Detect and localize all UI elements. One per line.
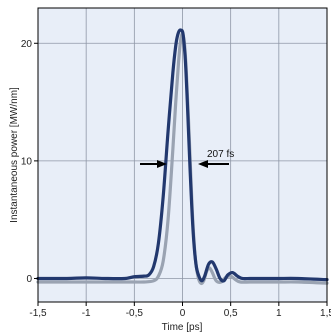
x-tick-label: 0 xyxy=(180,308,186,319)
fwhm-left-arrow-head xyxy=(157,160,167,168)
fwhm-right-arrow-head xyxy=(198,160,208,168)
x-tick-label: -1,5 xyxy=(29,308,47,319)
x-tick-label: 0,5 xyxy=(224,308,238,319)
y-tick-label: 20 xyxy=(21,39,33,50)
y-axis-ticks: 0 10 20 xyxy=(21,39,38,285)
y-axis-title: Instantaneous power [MW/nm] xyxy=(9,87,20,223)
series-line-2 xyxy=(36,28,329,283)
series-layer xyxy=(36,28,329,286)
y-tick-label: 0 xyxy=(26,274,32,285)
grid-lines xyxy=(38,8,327,302)
x-tick-label: -1 xyxy=(82,308,91,319)
x-tick-label: 1,5 xyxy=(320,308,331,319)
x-axis-ticks: -1,5 -1 -0,5 0 0,5 1 1,5 xyxy=(29,302,331,319)
y-tick-label: 10 xyxy=(21,156,33,167)
x-tick-label: 1 xyxy=(276,308,282,319)
fwhm-annotation: 207 fs xyxy=(140,149,234,168)
x-axis-title: Time [ps] xyxy=(162,322,203,333)
fwhm-label: 207 fs xyxy=(207,149,234,160)
x-tick-label: -0,5 xyxy=(126,308,144,319)
